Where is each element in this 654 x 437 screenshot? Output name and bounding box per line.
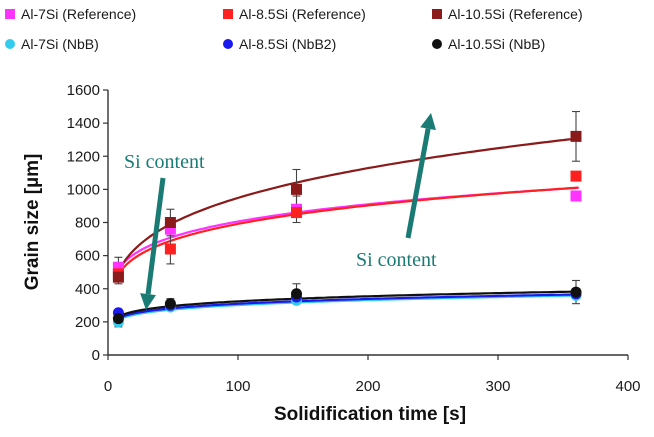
data-point-1 bbox=[164, 243, 176, 255]
legend-label-2: Al-10.5Si (Reference) bbox=[448, 6, 583, 22]
y-tick-label: 0 bbox=[92, 347, 100, 364]
error-bars bbox=[114, 110, 580, 328]
y-axis-ticks: 0 200 400 600 800 1000 1200 1400 1600 bbox=[67, 82, 108, 364]
legend-label-5: Al-10.5Si (NbB) bbox=[448, 36, 545, 52]
legend-marker-2 bbox=[432, 9, 442, 19]
arrow-down-head bbox=[140, 293, 156, 310]
data-point-2 bbox=[570, 130, 582, 142]
annotations: Si content Si content bbox=[124, 113, 437, 310]
data-markers bbox=[112, 130, 582, 328]
y-tick-label: 400 bbox=[75, 281, 100, 298]
data-point-2 bbox=[164, 217, 176, 228]
legend-marker-3 bbox=[5, 39, 15, 49]
legend-marker-0 bbox=[5, 9, 15, 19]
x-axis-title: Solidification time [s] bbox=[274, 404, 466, 425]
x-tick-label: 100 bbox=[225, 378, 250, 395]
y-tick-label: 1600 bbox=[67, 82, 100, 99]
arrow-up-shaft bbox=[405, 128, 431, 239]
data-point-0 bbox=[112, 261, 124, 273]
fit-curve-5 bbox=[113, 290, 579, 320]
data-point-0 bbox=[164, 223, 176, 235]
fit-curve-0 bbox=[113, 186, 579, 277]
arrow-down-shaft bbox=[145, 177, 166, 295]
x-tick-label: 0 bbox=[104, 378, 112, 395]
annotation-label-up: Si content bbox=[356, 249, 437, 271]
legend-marker-5 bbox=[432, 39, 442, 49]
x-tick-label: 400 bbox=[615, 378, 640, 395]
x-tick-label: 300 bbox=[485, 378, 510, 395]
axes bbox=[107, 90, 628, 356]
arrow-up-head bbox=[420, 113, 436, 131]
annotation-label-down: Si content bbox=[124, 151, 205, 173]
legend-label-4: Al-8.5Si (NbB2) bbox=[239, 36, 336, 52]
y-tick-label: 200 bbox=[75, 314, 100, 331]
legend-marker-1 bbox=[223, 9, 233, 19]
legend-label-0: Al-7Si (Reference) bbox=[21, 6, 136, 22]
data-point-2 bbox=[112, 271, 124, 283]
data-point-5 bbox=[112, 313, 124, 325]
data-point-1 bbox=[570, 170, 582, 182]
data-point-1 bbox=[291, 207, 302, 219]
fit-curve-1 bbox=[113, 186, 579, 282]
data-point-5 bbox=[164, 298, 176, 310]
fit-curve-4 bbox=[113, 293, 579, 322]
data-point-5 bbox=[570, 286, 582, 298]
y-axis-title: Grain size [µm] bbox=[22, 154, 43, 291]
y-tick-label: 1000 bbox=[67, 181, 100, 198]
legend: Al-7Si (Reference) Al-8.5Si (Reference) Al… bbox=[5, 6, 583, 52]
data-point-2 bbox=[291, 183, 302, 195]
y-tick-label: 1400 bbox=[67, 115, 100, 132]
y-tick-label: 800 bbox=[75, 215, 100, 232]
legend-label-3: Al-7Si (NbB) bbox=[21, 36, 99, 52]
data-point-5 bbox=[291, 288, 302, 300]
x-tick-label: 200 bbox=[355, 378, 380, 395]
legend-label-1: Al-8.5Si (Reference) bbox=[239, 6, 366, 22]
y-tick-label: 1200 bbox=[67, 148, 100, 165]
x-axis-ticks: 0 100 200 300 400 bbox=[104, 355, 641, 395]
y-tick-label: 600 bbox=[75, 248, 100, 265]
fit-curve-2 bbox=[113, 137, 579, 282]
data-point-0 bbox=[570, 190, 582, 202]
legend-marker-4 bbox=[223, 39, 233, 49]
fit-curve-3 bbox=[113, 294, 579, 323]
fit-curves bbox=[113, 137, 579, 323]
